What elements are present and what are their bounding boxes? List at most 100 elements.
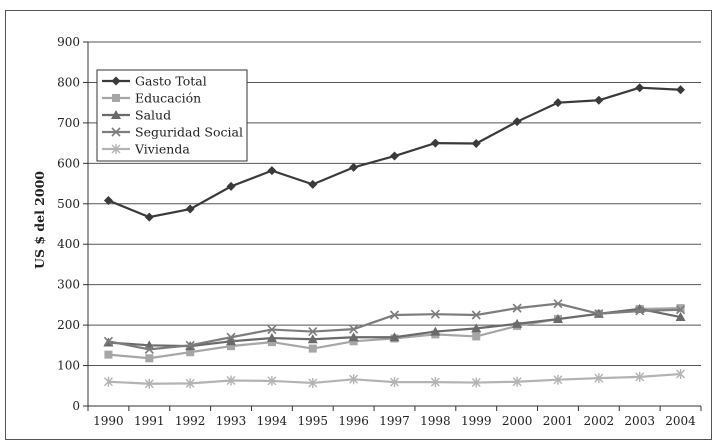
data-point-vivienda <box>594 373 604 384</box>
data-point-salud <box>552 314 563 324</box>
legend-item-educacion: Educación <box>102 91 201 106</box>
data-point-gasto-total <box>635 83 645 93</box>
data-point-gasto-total <box>553 98 563 108</box>
data-point-seguridad-social <box>267 324 277 335</box>
data-point-vivienda <box>390 377 399 388</box>
data-point-gasto-total <box>390 151 399 161</box>
data-point-vivienda <box>676 369 686 380</box>
data-point-vivienda <box>267 375 277 386</box>
y-axis: 0 100 200 300 400 500 600 700 800 900 <box>57 35 89 413</box>
data-point-gasto-total <box>471 139 481 149</box>
data-point-seguridad-social <box>635 306 645 316</box>
data-point-seguridad-social <box>144 344 154 354</box>
data-point-gasto-total <box>185 204 195 214</box>
legend-item-salud: Salud <box>102 108 171 123</box>
data-point-vivienda <box>471 377 481 388</box>
data-point-educacion <box>267 338 276 347</box>
y-tick-label-100: 100 <box>57 359 80 373</box>
data-point-educacion <box>227 342 236 351</box>
data-point-vivienda <box>635 371 645 382</box>
legend-label: Educación <box>135 91 201 106</box>
x-tick-label-1990: 1990 <box>93 414 124 428</box>
y-tick-label-0: 0 <box>72 399 80 413</box>
data-point-salud <box>266 333 277 343</box>
legend-swatch-marker <box>111 144 121 154</box>
y-tick-label-300: 300 <box>57 278 80 292</box>
series-salud <box>103 303 686 351</box>
x-tick-label-1997: 1997 <box>379 414 410 428</box>
x-tick-label-1994: 1994 <box>257 414 288 428</box>
data-point-gasto-total <box>430 138 440 148</box>
series-vivienda <box>103 369 686 389</box>
data-point-seguridad-social <box>389 310 400 320</box>
data-point-educacion <box>104 350 113 359</box>
x-tick-label-1993: 1993 <box>216 414 247 428</box>
legend-swatch-marker <box>111 110 121 119</box>
data-point-gasto-total <box>267 166 277 176</box>
data-point-seguridad-social <box>308 327 318 337</box>
data-point-educacion <box>145 354 154 363</box>
data-point-seguridad-social <box>471 310 481 320</box>
data-point-vivienda <box>144 378 154 389</box>
x-axis: 1990 1991 1992 1993 1994 1995 1996 1997 1998 1999… <box>87 405 702 428</box>
x-tick-label-2000: 2000 <box>502 414 533 428</box>
data-point-vivienda <box>430 377 440 388</box>
data-point-educacion <box>676 304 685 313</box>
legend-item-gasto-total: Gasto Total <box>102 74 207 89</box>
y-tick-label-200: 200 <box>57 318 80 332</box>
y-tick-label-700: 700 <box>57 116 80 130</box>
y-tick-label-400: 400 <box>57 237 80 251</box>
data-point-salud <box>675 312 686 322</box>
data-point-vivienda <box>308 377 318 388</box>
data-point-gasto-total <box>676 85 686 95</box>
legend: Gasto Total Educación Salud Seguridad Socia… <box>96 69 248 162</box>
data-point-vivienda <box>103 376 113 387</box>
data-point-salud <box>348 332 359 342</box>
legend-label: Salud <box>135 108 171 123</box>
data-point-educacion <box>186 348 195 357</box>
data-point-salud <box>307 334 318 344</box>
data-point-seguridad-social <box>185 340 195 350</box>
data-point-seguridad-social <box>103 336 113 346</box>
x-tick-label-1996: 1996 <box>338 414 369 428</box>
y-tick-label-900: 900 <box>57 35 80 49</box>
y-tick-label-500: 500 <box>57 197 80 211</box>
legend-label: Seguridad Social <box>135 125 243 140</box>
data-point-vivienda <box>512 376 522 387</box>
data-point-salud <box>512 318 523 328</box>
data-point-gasto-total <box>103 196 113 206</box>
data-point-salud <box>226 336 237 346</box>
x-tick-label-2001: 2001 <box>543 414 574 428</box>
y-tick-label-800: 800 <box>57 75 80 89</box>
x-tick-label-2004: 2004 <box>665 414 696 428</box>
x-tick-label-1998: 1998 <box>420 414 451 428</box>
x-tick-label-2002: 2002 <box>584 414 615 428</box>
x-tick-label-1991: 1991 <box>134 414 165 428</box>
data-point-salud <box>389 332 400 342</box>
series-seguridad-social <box>103 299 686 354</box>
data-point-gasto-total <box>594 95 604 105</box>
data-point-gasto-total <box>308 179 318 189</box>
series-layer <box>103 83 686 389</box>
legend-swatch-marker <box>111 76 121 86</box>
data-point-vivienda <box>226 375 236 386</box>
data-point-vivienda <box>553 374 563 385</box>
data-point-educacion <box>472 332 481 341</box>
data-point-seguridad-social <box>512 303 522 313</box>
legend-label: Vivienda <box>134 142 190 157</box>
series-gasto-total <box>103 83 686 222</box>
data-point-seguridad-social <box>594 309 604 319</box>
x-tick-label-2003: 2003 <box>624 414 655 428</box>
legend-swatch-marker <box>112 94 120 102</box>
x-tick-label-1992: 1992 <box>175 414 206 428</box>
data-point-seguridad-social <box>553 299 563 309</box>
data-point-gasto-total <box>226 181 236 191</box>
data-point-salud <box>471 323 482 333</box>
data-point-educacion <box>308 344 317 353</box>
x-tick-label-1999: 1999 <box>461 414 492 428</box>
legend-swatch-marker <box>111 127 121 137</box>
y-axis-label: US $ del 2000 <box>32 171 47 269</box>
x-tick-label-1995: 1995 <box>297 414 328 428</box>
data-point-seguridad-social <box>676 305 686 315</box>
